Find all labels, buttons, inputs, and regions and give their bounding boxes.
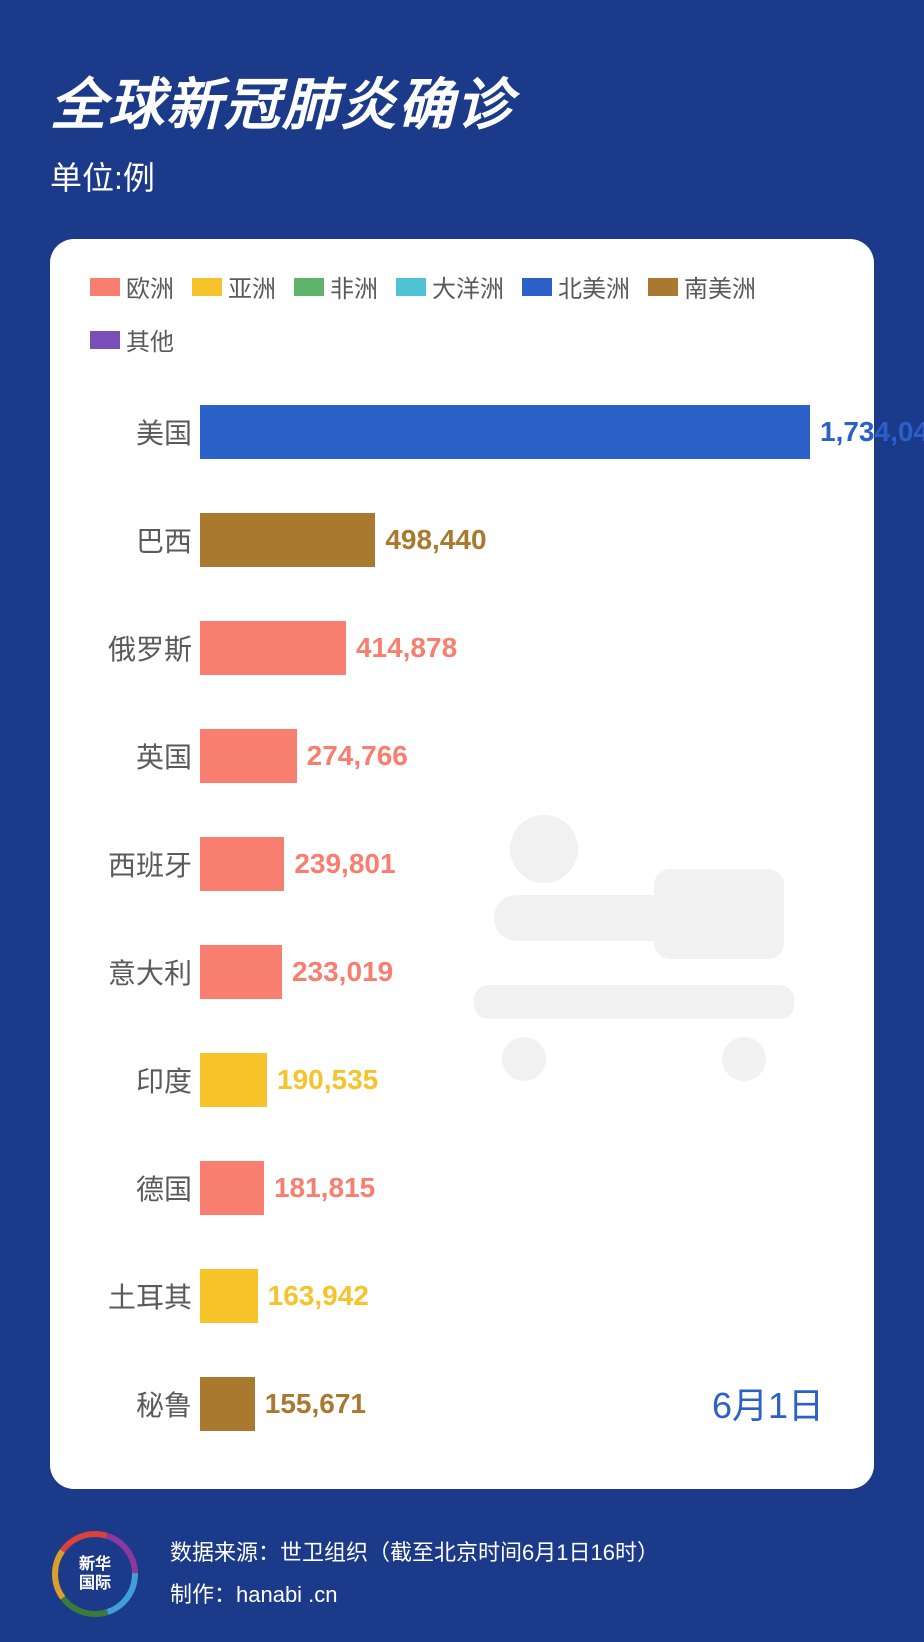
bar-country-label: 秘鲁 [80,1384,200,1424]
legend: 欧洲 亚洲 非洲 大洋洲 北美洲 南美洲其他 [90,269,844,357]
bar-track: 190,535 [200,1053,844,1107]
bar-chart: 美国1,734,040 巴西 498,440 俄罗斯 414,878 英国 274,766 西… [80,397,844,1439]
bar-row: 德国 181,815 [80,1153,844,1223]
bar-value-label: 163,942 [268,1280,369,1312]
bar-row: 美国1,734,040 [80,397,844,467]
legend-item: 其他 [90,322,174,357]
bar-value-label: 190,535 [277,1064,378,1096]
bar-fill [200,1053,267,1107]
legend-label: 南美洲 [684,269,756,304]
header: 全球新冠肺炎确诊 单位:例 [0,0,924,229]
page-title: 全球新冠肺炎确诊 [50,60,874,141]
bar-row: 印度 190,535 [80,1045,844,1115]
bar-track: 181,815 [200,1161,844,1215]
legend-label: 大洋洲 [432,269,504,304]
footer: 新华 国际 数据来源：世卫组织（截至北京时间6月1日16时） 制作：hanabi… [0,1489,924,1619]
bar-fill [200,945,282,999]
bar-value-label: 274,766 [307,740,408,772]
bar-value-label: 498,440 [385,524,486,556]
bar-fill [200,729,297,783]
bar-fill [200,513,375,567]
source-line: 数据来源：世卫组织（截至北京时间6月1日16时） [170,1532,659,1574]
legend-swatch [522,278,552,296]
credit-line: 制作：hanabi .cn [170,1574,659,1616]
legend-label: 其他 [126,322,174,357]
bar-track: 239,801 [200,837,844,891]
bar-country-label: 意大利 [80,952,200,992]
bar-track: 233,019 [200,945,844,999]
legend-item: 大洋洲 [396,269,504,304]
legend-item: 亚洲 [192,269,276,304]
bar-country-label: 土耳其 [80,1276,200,1316]
bar-value-label: 414,878 [356,632,457,664]
legend-label: 非洲 [330,269,378,304]
date-label: 6月1日 [712,1377,824,1429]
legend-swatch [294,278,324,296]
legend-swatch [192,278,222,296]
bar-country-label: 德国 [80,1168,200,1208]
bar-row: 英国 274,766 [80,721,844,791]
legend-item: 欧洲 [90,269,174,304]
legend-label: 欧洲 [126,269,174,304]
bar-country-label: 印度 [80,1060,200,1100]
bar-country-label: 巴西 [80,520,200,560]
footer-text: 数据来源：世卫组织（截至北京时间6月1日16时） 制作：hanabi .cn [170,1532,659,1616]
legend-swatch [648,278,678,296]
bar-country-label: 英国 [80,736,200,776]
bar-fill [200,1269,258,1323]
bar-track: 414,878 [200,621,844,675]
legend-label: 北美洲 [558,269,630,304]
bar-value-label: 181,815 [274,1172,375,1204]
infographic-page: 全球新冠肺炎确诊 单位:例 欧洲亚洲非洲大洋洲北美洲南美洲其他 美国1,734,… [0,0,924,1642]
logo-line2: 国际 [79,1575,111,1592]
bar-country-label: 美国 [80,412,200,452]
bar-fill [200,621,346,675]
legend-item: 南美洲 [648,269,756,304]
bar-country-label: 西班牙 [80,844,200,884]
legend-item: 非洲 [294,269,378,304]
bar-value-label: 155,671 [265,1388,366,1420]
bar-country-label: 俄罗斯 [80,628,200,668]
legend-label: 亚洲 [228,269,276,304]
legend-swatch [90,278,120,296]
chart-card: 欧洲 亚洲 非洲 大洋洲 北美洲 南美洲其他 美国1,734,040 巴西 498,440 俄罗… [50,239,874,1489]
logo-line1: 新华 [79,1556,111,1573]
bar-track: 498,440 [200,513,844,567]
subtitle-unit: 单位:例 [50,153,874,199]
bar-fill [200,1161,264,1215]
source-logo: 新华 国际 [50,1529,140,1619]
legend-swatch [90,331,120,349]
bar-value-label: 239,801 [294,848,395,880]
bar-track: 1,734,040 [200,405,924,459]
bar-value-label: 1,734,040 [820,416,924,448]
bar-row: 俄罗斯 414,878 [80,613,844,683]
bar-row: 意大利 233,019 [80,937,844,1007]
logo-text: 新华 国际 [79,1555,111,1593]
bar-row: 土耳其 163,942 [80,1261,844,1331]
bar-fill [200,1377,255,1431]
bar-value-label: 233,019 [292,956,393,988]
bar-fill [200,405,810,459]
bar-fill [200,837,284,891]
bar-row: 巴西 498,440 [80,505,844,575]
legend-swatch [396,278,426,296]
bar-track: 274,766 [200,729,844,783]
bar-row: 西班牙 239,801 [80,829,844,899]
legend-item: 北美洲 [522,269,630,304]
bar-track: 163,942 [200,1269,844,1323]
